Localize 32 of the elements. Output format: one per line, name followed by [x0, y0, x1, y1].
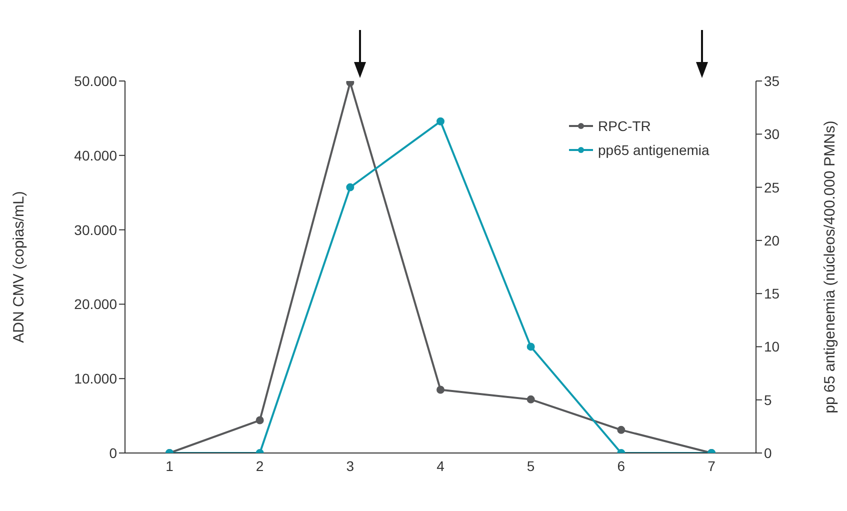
x-tick-label: 1 [166, 458, 174, 474]
x-tick-label: 6 [617, 458, 626, 474]
point [617, 426, 626, 434]
point [436, 386, 444, 394]
y2-axis-title: pp 65 antigenemia (núcleos/400.000 PMNs) [821, 120, 838, 414]
y2-tick-label: 10 [764, 338, 780, 355]
y2-tick-label: 30 [764, 126, 780, 142]
y2-tick-label: 0 [764, 444, 772, 461]
legend-label: RPC-TR [598, 118, 651, 134]
y2-tick-label: 5 [764, 392, 772, 408]
y-tick-label: 50.000 [74, 72, 118, 89]
point [526, 342, 535, 351]
y2-tick-label: 20 [764, 232, 780, 248]
point [346, 183, 354, 192]
y-tick-label: 20.000 [74, 296, 118, 312]
x-tick-label: 2 [256, 458, 264, 474]
point [436, 117, 444, 126]
y2-tick-label: 15 [764, 286, 780, 302]
point [526, 395, 535, 404]
y2-tick-label: 35 [764, 72, 780, 89]
y-tick-label: 0 [109, 444, 118, 461]
x-tick-label: 5 [526, 458, 535, 474]
y-axis-title: ADN CMV (copias/mL) [10, 191, 28, 343]
y-tick-label: 40.000 [74, 147, 118, 164]
x-tick-label: 4 [436, 458, 445, 474]
x-tick-label: 7 [708, 458, 716, 474]
x-tick-label: 3 [346, 458, 354, 474]
y2-tick-label: 25 [764, 179, 780, 196]
legend-label: pp65 antigenemia [598, 142, 710, 158]
y-tick-label: 10.000 [74, 370, 118, 387]
y-tick-label: 30.000 [74, 222, 118, 238]
point [256, 416, 264, 424]
